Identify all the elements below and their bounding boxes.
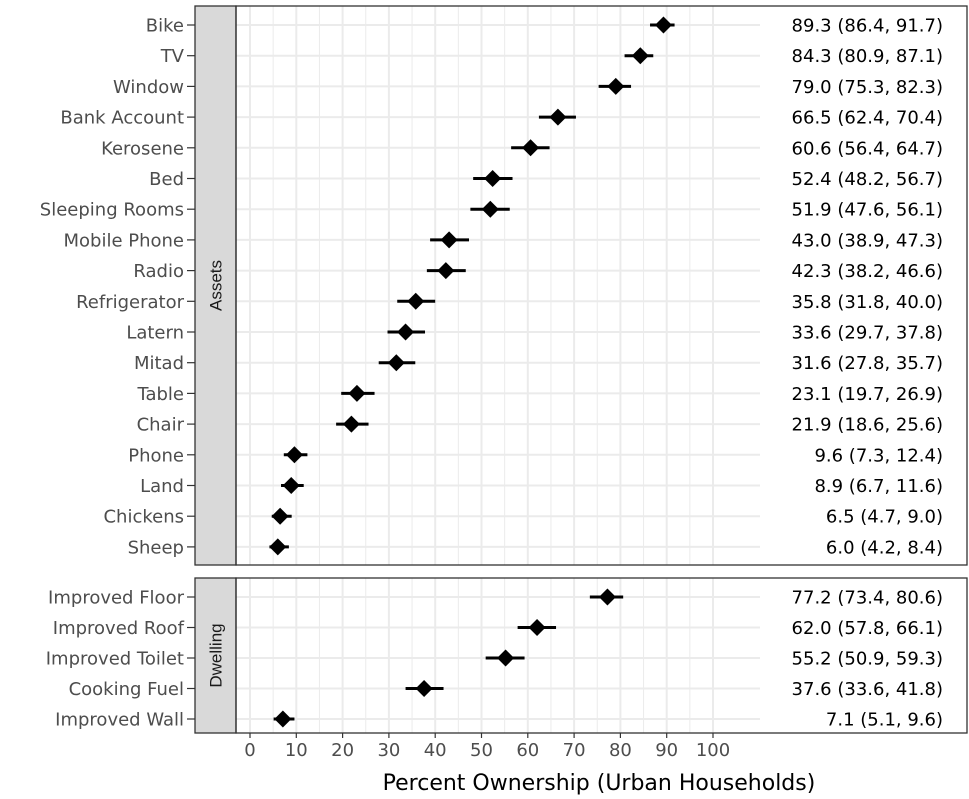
y-tick-label-kerosene: Kerosene [101, 138, 184, 159]
estimate-label-kerosene: 60.6 (56.4, 64.7) [792, 138, 943, 159]
estimate-label-improved-toilet: 55.2 (50.9, 59.3) [792, 649, 943, 670]
point-latern [397, 323, 415, 341]
y-tick-label-window: Window [113, 77, 184, 98]
point-phone [285, 446, 303, 464]
point-mitad [387, 354, 405, 372]
annotation-column-background [760, 579, 966, 732]
x-axis-title: Percent Ownership (Urban Households) [383, 771, 816, 796]
x-tick-label-90: 90 [655, 740, 678, 761]
strip-assets-background [195, 6, 236, 565]
estimate-label-mobile-phone: 43.0 (38.9, 47.3) [792, 230, 943, 251]
strip-dwelling-background [195, 578, 236, 733]
y-tick-label-phone: Phone [128, 445, 184, 466]
point-chickens [271, 507, 289, 525]
estimate-label-land: 8.9 (6.7, 11.6) [814, 476, 943, 497]
x-tick-label-80: 80 [609, 740, 632, 761]
y-tick-label-mitad: Mitad [134, 353, 184, 374]
estimate-label-cooking-fuel: 37.6 (33.6, 41.8) [792, 679, 943, 700]
point-radio [437, 262, 455, 280]
point-sheep [269, 538, 287, 556]
y-tick-label-chair: Chair [137, 415, 185, 436]
x-tick-label-10: 10 [285, 740, 308, 761]
point-land [282, 477, 300, 494]
panel-frames [187, 5, 968, 738]
annotation-column-background [760, 7, 966, 564]
point-improved-roof [528, 619, 546, 636]
estimate-label-improved-roof: 62.0 (57.8, 66.1) [792, 618, 943, 639]
y-tick-label-improved-floor: Improved Floor [48, 588, 185, 609]
estimate-label-table: 23.1 (19.7, 26.9) [792, 384, 943, 405]
y-tick-label-refrigerator: Refrigerator [76, 292, 185, 313]
x-tick-label-50: 50 [470, 740, 493, 761]
x-tick-label-0: 0 [244, 740, 255, 761]
estimate-label-mitad: 31.6 (27.8, 35.7) [792, 353, 943, 374]
y-tick-label-tv: TV [160, 46, 185, 67]
y-tick-label-improved-wall: Improved Wall [55, 710, 184, 731]
point-refrigerator [407, 292, 425, 310]
y-tick-label-improved-roof: Improved Roof [53, 618, 185, 639]
y-tick-label-land: Land [140, 476, 184, 497]
point-improved-wall [274, 710, 292, 728]
estimate-label-bank-account: 66.5 (62.4, 70.4) [792, 108, 943, 129]
estimate-label-chair: 21.9 (18.6, 25.6) [792, 415, 943, 436]
text-labels: Bike 89.3 (86.4, 91.7) TV 84.3 (80.9, 87.1)… [40, 16, 943, 762]
estimate-label-phone: 9.6 (7.3, 12.4) [814, 445, 943, 466]
point-kerosene [522, 139, 540, 157]
x-tick-label-30: 30 [377, 740, 400, 761]
data-marks [269, 16, 675, 728]
panel-assets-border [235, 5, 968, 566]
point-mobile-phone [440, 231, 458, 249]
estimate-label-bike: 89.3 (86.4, 91.7) [792, 16, 943, 37]
estimate-label-improved-floor: 77.2 (73.4, 80.6) [792, 588, 943, 609]
estimate-label-improved-wall: 7.1 (5.1, 9.6) [826, 710, 943, 731]
estimate-label-sleeping-rooms: 51.9 (47.6, 56.1) [792, 200, 943, 221]
x-tick-label-70: 70 [563, 740, 586, 761]
point-bed [484, 170, 502, 187]
y-tick-label-sheep: Sheep [128, 537, 184, 558]
estimate-label-tv: 84.3 (80.9, 87.1) [792, 46, 943, 67]
estimate-label-radio: 42.3 (38.2, 46.6) [792, 261, 943, 282]
point-tv [631, 47, 649, 65]
point-window [607, 77, 625, 95]
panel-dwelling-border [235, 577, 968, 734]
strip-label-dwelling: Dwelling [207, 623, 226, 687]
estimate-label-bed: 52.4 (48.2, 56.7) [792, 169, 943, 190]
y-tick-label-table: Table [136, 384, 184, 405]
y-tick-label-bank-account: Bank Account [60, 108, 184, 129]
x-tick-label-100: 100 [696, 740, 730, 761]
point-chair [342, 415, 360, 433]
estimate-label-latern: 33.6 (29.7, 37.8) [792, 323, 943, 344]
grid-lines [236, 6, 966, 733]
y-tick-label-sleeping-rooms: Sleeping Rooms [40, 200, 184, 221]
point-improved-toilet [497, 649, 515, 667]
y-tick-label-latern: Latern [126, 323, 184, 344]
point-cooking-fuel [415, 680, 433, 697]
point-improved-floor [598, 588, 616, 606]
point-table [348, 384, 366, 402]
estimate-label-refrigerator: 35.8 (31.8, 40.0) [792, 292, 943, 313]
x-tick-label-60: 60 [516, 740, 539, 761]
estimate-label-chickens: 6.5 (4.7, 9.0) [826, 507, 943, 528]
estimate-label-sheep: 6.0 (4.2, 8.4) [826, 537, 943, 558]
x-tick-label-40: 40 [424, 740, 447, 761]
x-tick-label-20: 20 [331, 740, 354, 761]
strip-label-assets: Assets [207, 260, 226, 311]
y-tick-label-improved-toilet: Improved Toilet [46, 649, 184, 670]
y-tick-label-cooking-fuel: Cooking Fuel [69, 679, 184, 700]
y-tick-label-bike: Bike [146, 16, 184, 37]
point-bank-account [549, 108, 567, 126]
y-tick-label-chickens: Chickens [103, 507, 184, 528]
y-tick-label-mobile-phone: Mobile Phone [63, 230, 184, 251]
point-sleeping-rooms [481, 200, 499, 218]
y-tick-label-bed: Bed [149, 169, 184, 190]
y-tick-label-radio: Radio [133, 261, 184, 282]
estimate-label-window: 79.0 (75.3, 82.3) [792, 77, 943, 98]
point-bike [654, 16, 672, 34]
